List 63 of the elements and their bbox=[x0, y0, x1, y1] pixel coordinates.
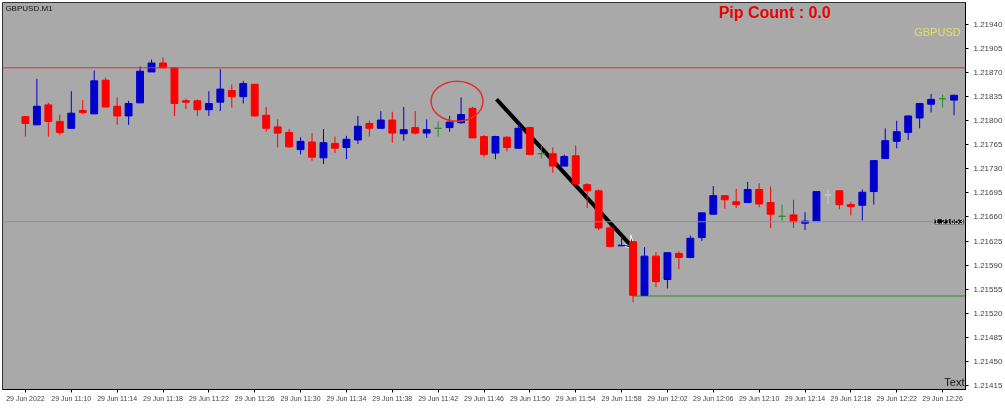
y-tick-label: 1.21905 bbox=[973, 44, 1003, 54]
candlestick bbox=[353, 115, 362, 145]
candlestick bbox=[32, 78, 41, 126]
candlestick bbox=[113, 96, 122, 126]
y-tick-label: 1.21590 bbox=[973, 260, 1003, 270]
candlestick bbox=[674, 250, 683, 270]
candlestick bbox=[342, 135, 351, 160]
candlestick bbox=[915, 103, 924, 129]
annotation: Text bbox=[944, 375, 965, 388]
y-tick-label: 1.21730 bbox=[973, 164, 1003, 174]
y-tick-label: 1.21520 bbox=[973, 308, 1003, 318]
y-tick-label: 1.21625 bbox=[973, 236, 1003, 246]
y-tick-label: 1.21835 bbox=[973, 92, 1003, 102]
candlestick bbox=[858, 188, 867, 221]
candlestick bbox=[308, 132, 316, 162]
candlestick bbox=[904, 115, 913, 141]
candlestick bbox=[399, 106, 408, 142]
candlestick bbox=[743, 181, 752, 204]
candlestick bbox=[388, 111, 397, 144]
y-tick-label: 1.21485 bbox=[973, 332, 1003, 342]
candlestick bbox=[927, 93, 936, 113]
candlestick bbox=[181, 98, 190, 110]
candlestick bbox=[583, 182, 592, 209]
candlestick bbox=[732, 188, 741, 209]
candlestick bbox=[216, 68, 225, 112]
candlestick bbox=[55, 114, 64, 136]
candlestick bbox=[846, 201, 855, 217]
candlestick bbox=[755, 182, 764, 208]
y-tick-label: 1.21765 bbox=[973, 140, 1003, 150]
annotation: Pip Count : 0.0 bbox=[718, 3, 831, 21]
candlestick bbox=[823, 188, 832, 205]
candlestick bbox=[44, 102, 53, 138]
candlestick bbox=[285, 128, 294, 149]
candlestick bbox=[881, 127, 890, 160]
y-tick-label: 1.21555 bbox=[973, 284, 1003, 294]
chart-title: GBPUSD.M1 bbox=[5, 4, 54, 14]
candlestick bbox=[331, 136, 339, 154]
candlestick bbox=[480, 134, 488, 158]
candlestick bbox=[514, 123, 523, 149]
candlestick bbox=[273, 118, 282, 149]
candlestick bbox=[766, 186, 775, 229]
candlestick bbox=[789, 199, 798, 229]
candlestick bbox=[239, 80, 248, 105]
y-tick-label: 1.21870 bbox=[973, 68, 1003, 78]
y-tick-label: 1.21695 bbox=[973, 188, 1003, 198]
y-tick-label: 1.21940 bbox=[973, 20, 1003, 29]
candlestick bbox=[262, 106, 271, 133]
y-tick-label: 1.21660 bbox=[973, 212, 1003, 222]
candlestick bbox=[548, 147, 557, 174]
candlestick bbox=[319, 128, 328, 165]
y-tick-label: 1.21450 bbox=[973, 356, 1003, 366]
y-tick-label: 1.21800 bbox=[973, 116, 1003, 126]
candlestick bbox=[227, 83, 236, 109]
ref-line-label: 1.21653 bbox=[934, 217, 965, 227]
candlestick bbox=[204, 90, 213, 117]
candlestick bbox=[422, 118, 431, 139]
annotation: GBPUSD bbox=[914, 25, 961, 38]
candlestick bbox=[892, 120, 901, 149]
candlestick bbox=[67, 90, 76, 129]
candlestick bbox=[835, 190, 844, 210]
y-tick-label: 1.21415 bbox=[973, 380, 1003, 390]
candlestick bbox=[709, 185, 718, 215]
candlestick bbox=[124, 100, 133, 126]
